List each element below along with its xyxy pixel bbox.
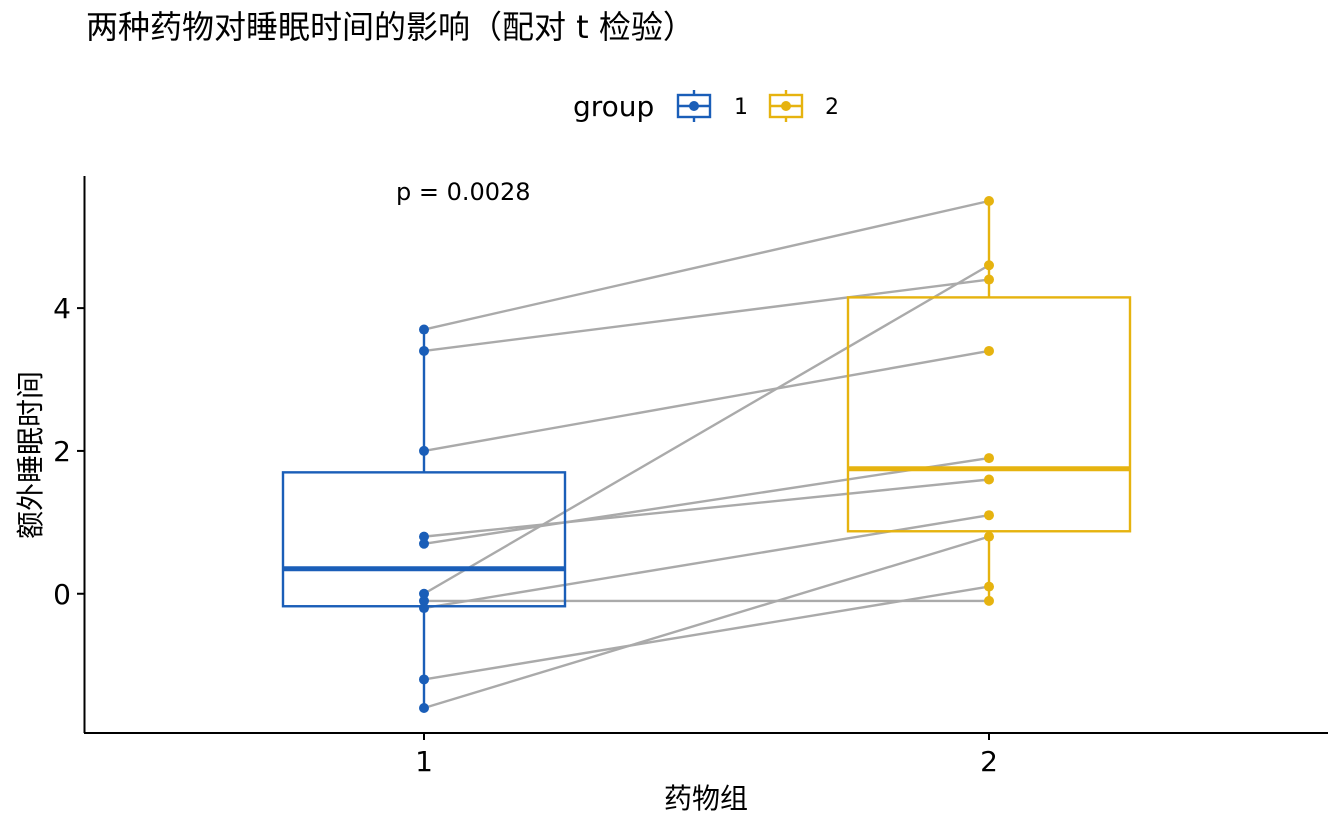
data-point — [419, 595, 429, 606]
paired-lines — [423, 199, 990, 710]
legend-title: group — [573, 90, 654, 123]
data-point — [419, 445, 429, 456]
paired-line — [423, 199, 990, 331]
paired-line — [423, 349, 990, 453]
box — [846, 296, 1132, 533]
paired-line — [423, 456, 990, 545]
legend-entry-2: 2 — [768, 90, 839, 122]
data-point — [419, 324, 429, 335]
p-value-annotation: p = 0.0028 — [396, 178, 531, 206]
legend-entry-1: 1 — [676, 90, 748, 122]
data-point — [419, 703, 429, 714]
paired-line — [423, 264, 990, 595]
data-points — [419, 195, 994, 714]
y-tick-label: 2 — [53, 435, 71, 468]
data-point — [419, 674, 429, 685]
box-group-1 — [281, 329, 567, 709]
data-point — [419, 531, 429, 542]
legend-key-point — [781, 101, 791, 111]
paired-line — [423, 278, 990, 353]
data-point — [984, 510, 994, 521]
paired-line — [423, 535, 990, 710]
y-tick-label: 4 — [53, 292, 71, 325]
legend-key-point — [689, 101, 699, 111]
paired-line — [423, 478, 990, 538]
x-tick-label: 2 — [980, 745, 998, 778]
legend-label: 1 — [734, 95, 748, 120]
legend: group 1 2 — [573, 90, 839, 123]
x-axis-title: 药物组 — [664, 782, 748, 815]
data-point — [984, 595, 994, 606]
data-point — [984, 260, 994, 271]
data-point — [984, 195, 994, 206]
data-point — [984, 474, 994, 485]
data-point — [984, 345, 994, 356]
y-axis-title: 额外睡眠时间 — [14, 371, 47, 539]
data-point — [419, 345, 429, 356]
data-point — [984, 274, 994, 285]
data-point — [419, 538, 429, 549]
x-tick-label: 1 — [415, 745, 433, 778]
data-point — [984, 453, 994, 464]
data-point — [984, 531, 994, 542]
data-point — [984, 581, 994, 592]
y-tick-label: 0 — [53, 578, 71, 611]
legend-label: 2 — [825, 95, 839, 120]
chart-title: 两种药物对睡眠时间的影响（配对 t 检验） — [86, 8, 695, 46]
y-axis-ticks: 0 2 4 — [53, 292, 84, 611]
data-point — [419, 603, 429, 614]
data-point — [419, 588, 429, 599]
